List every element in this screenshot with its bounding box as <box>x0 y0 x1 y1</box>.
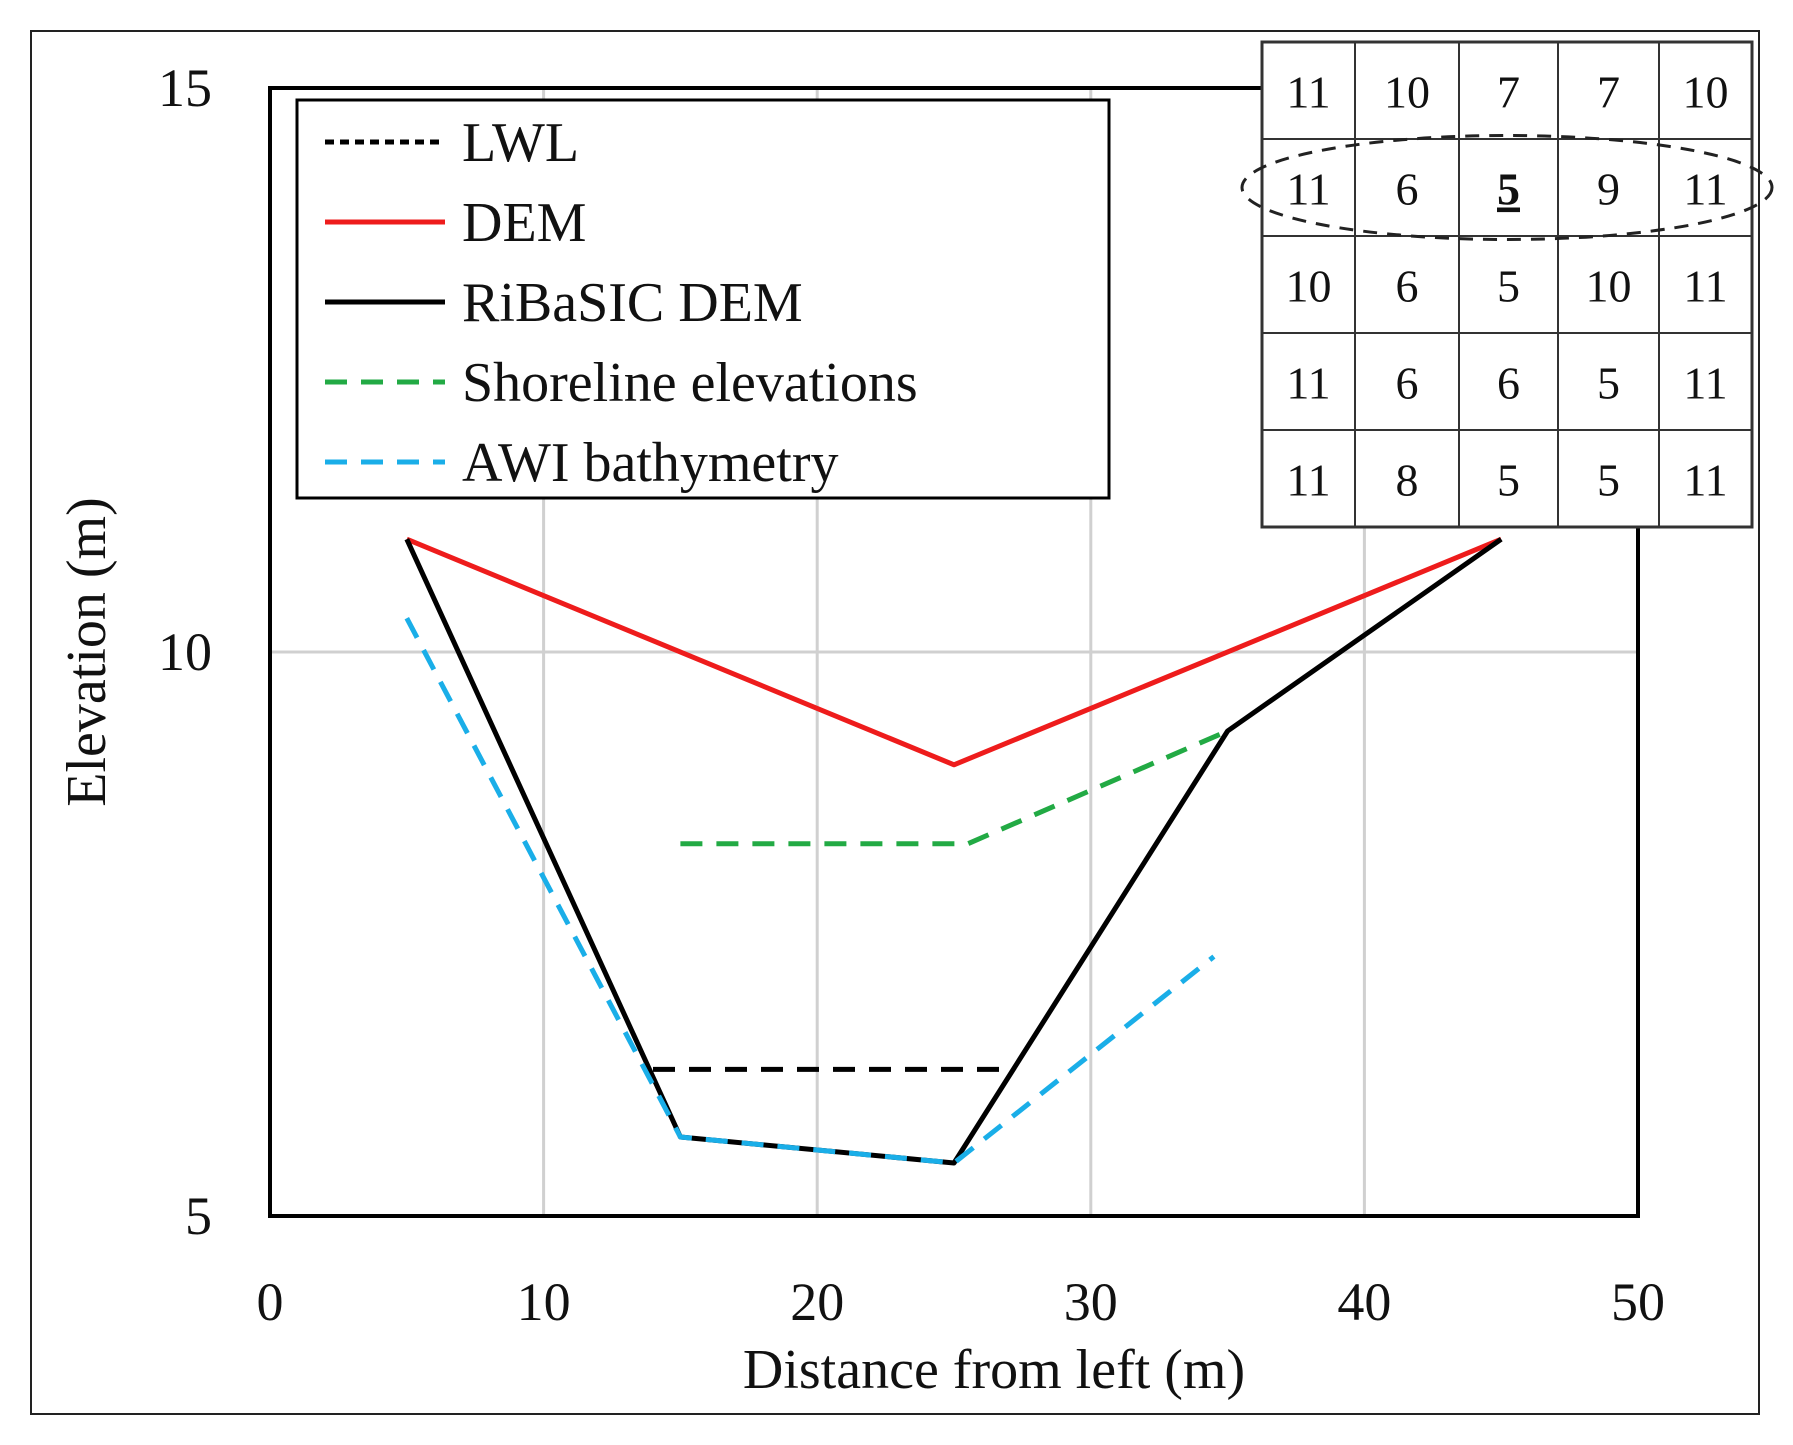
inset-elevation-grid: 11 10 7 7 10 11 6 5 9 11 10 6 5 10 11 11 6 6 5 11 11 8 5 5 11 <box>1240 40 1774 529</box>
inset-cell-value: 6 <box>1497 358 1520 409</box>
inset-cell-value: 6 <box>1396 261 1419 312</box>
series-line-awi-bathymetry <box>404 617 1216 1166</box>
series-line-ribasic-dem <box>404 537 1503 1166</box>
y-axis-title: Elevation (m) <box>56 497 118 806</box>
x-tick-label: 10 <box>517 1272 571 1332</box>
inset-cell-value: 11 <box>1286 455 1330 506</box>
inset-cell-value: 9 <box>1597 164 1620 215</box>
inset-cell-value: 10 <box>1384 67 1430 118</box>
inset-cell-value: 8 <box>1396 455 1419 506</box>
x-tick-label: 30 <box>1064 1272 1118 1332</box>
inset-cell-value: 5 <box>1497 455 1520 506</box>
inset-cell-value: 10 <box>1286 261 1332 312</box>
legend-label: LWL <box>462 112 579 174</box>
inset-cell-value: 10 <box>1586 261 1632 312</box>
inset-cell-value: 5 <box>1597 455 1620 506</box>
series-line-shoreline-elevations <box>680 728 1229 847</box>
figure-frame <box>30 30 1760 1415</box>
x-tick-label: 0 <box>257 1272 284 1332</box>
inset-cell-value: 7 <box>1597 67 1620 118</box>
x-axis-title: Distance from left (m) <box>743 1339 1245 1401</box>
inset-cell-value: 5 <box>1597 358 1620 409</box>
inset-grid-frame <box>1260 40 1754 529</box>
legend-label: Shoreline elevations <box>462 352 918 414</box>
legend-label: DEM <box>462 192 586 254</box>
inset-cell-value: 6 <box>1396 164 1419 215</box>
highlight-row-ellipse <box>1240 134 1774 241</box>
inset-cell-value: 11 <box>1683 261 1727 312</box>
legend-label: AWI bathymetry <box>462 432 839 494</box>
legend-box <box>295 98 1111 500</box>
x-tick-label: 20 <box>790 1272 844 1332</box>
x-tick-label: 40 <box>1337 1272 1391 1332</box>
inset-cell-value: 11 <box>1286 67 1330 118</box>
tick-labels: 0 10 20 30 40 50 5 10 15 <box>158 58 1665 1332</box>
legend: LWL DEM RiBaSIC DEM Shoreline elevations AWI… <box>295 98 1111 500</box>
y-tick-label: 15 <box>158 58 212 118</box>
inset-cell-value: 6 <box>1396 358 1419 409</box>
inset-cell-value: 11 <box>1286 358 1330 409</box>
inset-cell-value: 10 <box>1683 67 1729 118</box>
inset-cell-value: 11 <box>1683 358 1727 409</box>
inset-cell-value: 11 <box>1683 164 1727 215</box>
y-tick-label: 5 <box>185 1186 212 1246</box>
series-line-dem <box>405 536 1503 768</box>
inset-cell-value: 7 <box>1497 67 1520 118</box>
inset-cell-value: 11 <box>1683 455 1727 506</box>
y-tick-label: 10 <box>158 622 212 682</box>
legend-label: RiBaSIC DEM <box>462 272 803 334</box>
inset-cell-value: 11 <box>1286 164 1330 215</box>
inset-cell-value: 5 <box>1497 164 1520 215</box>
x-tick-label: 50 <box>1611 1272 1665 1332</box>
inset-cell-value: 5 <box>1497 261 1520 312</box>
series-layer <box>404 536 1503 1166</box>
plot-area <box>268 86 1640 1218</box>
